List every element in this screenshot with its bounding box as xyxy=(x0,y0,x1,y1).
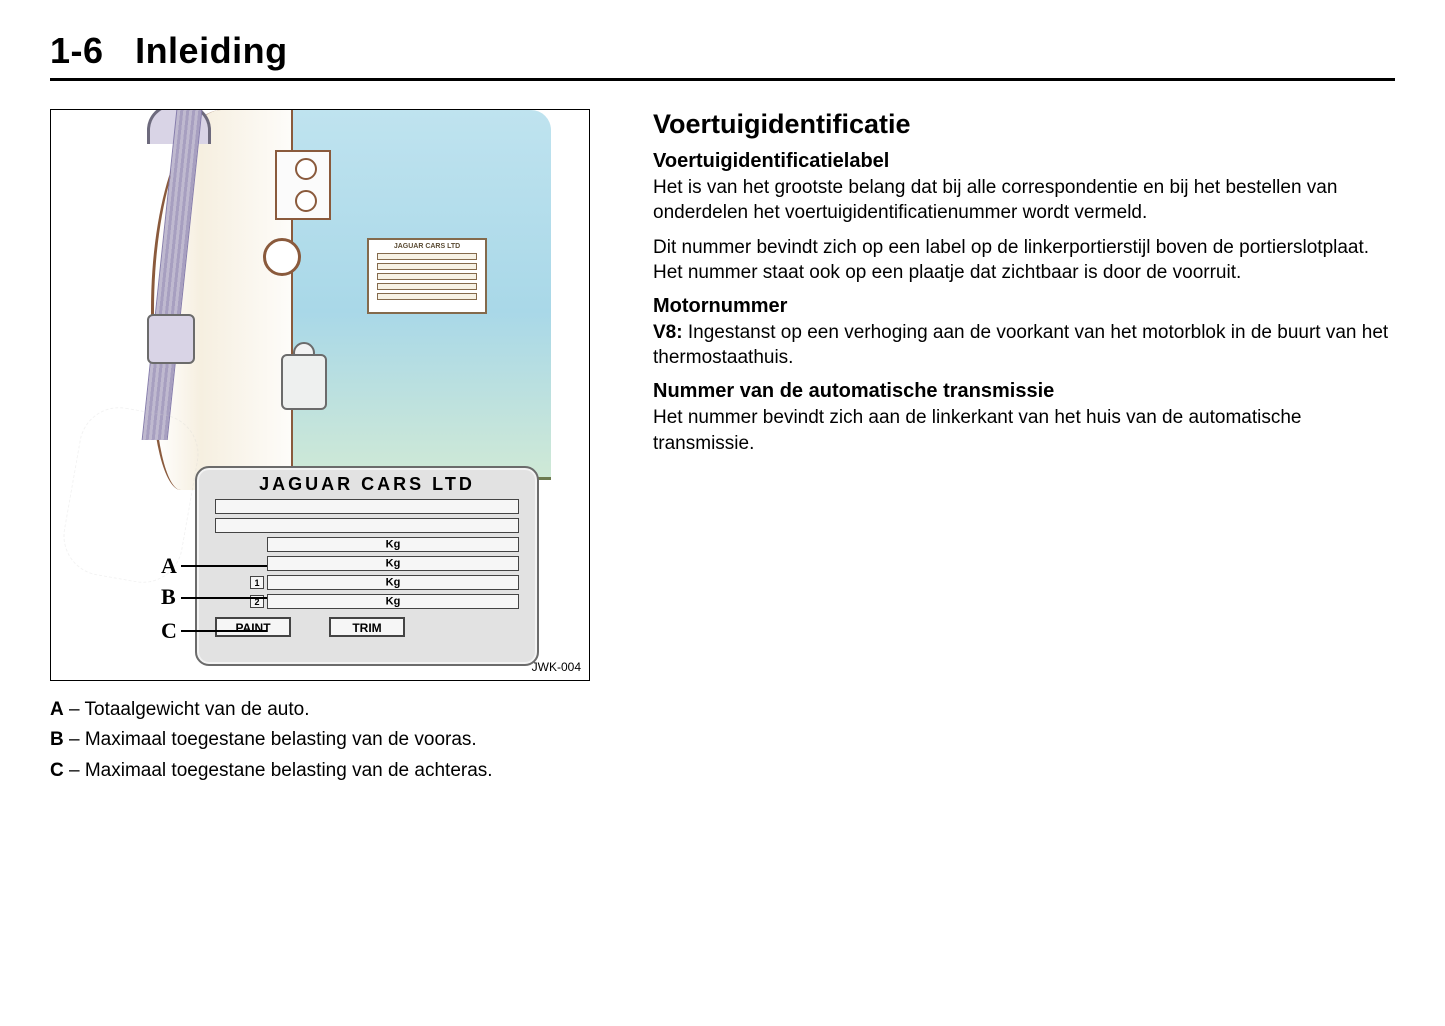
subsection-heading: Voertuigidentificatielabel xyxy=(653,150,1395,173)
paragraph: Het is van het grootste belang dat bij a… xyxy=(653,175,1395,225)
section-heading: Voertuigidentificatie xyxy=(653,109,1395,140)
chapter-title: Inleiding xyxy=(135,30,288,71)
page-title: 1-6 Inleiding xyxy=(50,30,1395,72)
legend-c: C – Maximaal toegestane belasting van de… xyxy=(50,756,605,786)
page-header: 1-6 Inleiding xyxy=(50,30,1395,81)
figure-frame: JAGUAR CARS LTD JAGUAR CARS LTD K xyxy=(50,109,590,681)
subsection-heading: Nummer van de automatische transmissie xyxy=(653,380,1395,403)
plate-row-kg: 2Kg xyxy=(267,594,519,609)
door-latch xyxy=(271,340,331,420)
paragraph: V8: Ingestanst op een verhoging aan de v… xyxy=(653,320,1395,370)
legend-a: A – Totaalgewicht van de auto. xyxy=(50,695,605,725)
illustration: JAGUAR CARS LTD JAGUAR CARS LTD K xyxy=(51,110,589,680)
plate-row-kg: Kg xyxy=(267,537,519,552)
content-columns: JAGUAR CARS LTD JAGUAR CARS LTD K xyxy=(50,109,1395,786)
figure-legend: A – Totaalgewicht van de auto. B – Maxim… xyxy=(50,695,605,786)
plate-row-kg: 1Kg xyxy=(267,575,519,590)
leader-line-b xyxy=(181,597,267,599)
subsection-heading: Motornummer xyxy=(653,295,1395,318)
seatbelt-buckle xyxy=(147,314,195,364)
trim-box: TRIM xyxy=(329,617,405,637)
striker-bolt xyxy=(263,238,301,276)
leader-line-c xyxy=(181,630,267,632)
paragraph: Dit nummer bevindt zich op een label op … xyxy=(653,235,1395,285)
vin-label-mini: JAGUAR CARS LTD xyxy=(367,238,487,314)
callout-b: B xyxy=(161,584,176,610)
plate-title: JAGUAR CARS LTD xyxy=(197,474,537,495)
callout-a: A xyxy=(161,553,177,579)
plate-boxes: PAINT TRIM xyxy=(215,617,519,637)
mini-label-title: JAGUAR CARS LTD xyxy=(369,243,485,250)
figure-code: JWK-004 xyxy=(532,660,581,674)
page-number: 1-6 xyxy=(50,30,104,71)
hinge xyxy=(275,150,331,220)
plate-row xyxy=(215,518,519,533)
plate-row xyxy=(215,499,519,514)
paint-box: PAINT xyxy=(215,617,291,637)
wire-scribble xyxy=(57,401,205,589)
callout-c: C xyxy=(161,618,177,644)
paragraph: Het nummer bevindt zich aan de linkerkan… xyxy=(653,405,1395,455)
legend-b: B – Maximaal toegestane belasting van de… xyxy=(50,725,605,755)
engine-type-label: V8: xyxy=(653,322,683,343)
right-column: Voertuigidentificatie Voertuigidentifica… xyxy=(653,109,1395,786)
leader-line-a xyxy=(181,565,267,567)
left-column: JAGUAR CARS LTD JAGUAR CARS LTD K xyxy=(50,109,605,786)
plate-row-kg: Kg xyxy=(267,556,519,571)
